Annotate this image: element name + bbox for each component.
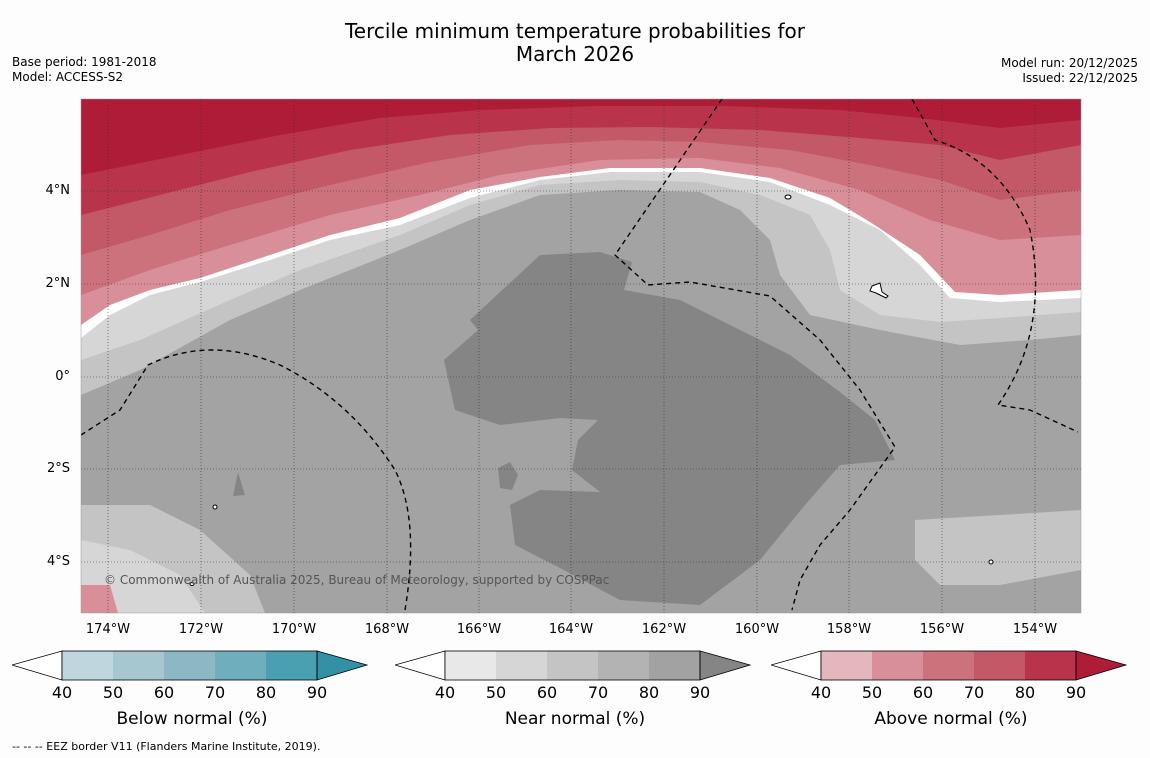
above-normal-tick-label: 50 [861, 683, 883, 702]
near-normal-colorbar-frame [444, 650, 701, 681]
near-normal-tick-label: 40 [434, 683, 456, 702]
above-normal-colorbar-frame [820, 650, 1077, 681]
near-normal-color-segment [547, 651, 598, 680]
near-normal-80-spot [233, 472, 245, 496]
below-normal-color-under [12, 650, 63, 681]
near-normal-tick-label: 70 [587, 683, 609, 702]
lat-label-0: 0° [55, 369, 70, 384]
issued-date: Issued: 22/12/2025 [1022, 71, 1138, 85]
above-normal-color-under [771, 650, 822, 681]
eez-footnote: -- -- -- EEZ border V11 (Flanders Marine… [12, 740, 321, 753]
above-normal-tick-label: 60 [912, 683, 934, 702]
near-normal-60-se [915, 510, 1081, 585]
below-normal-tick-label: 80 [255, 683, 277, 702]
probability-map: © Commonwealth of Australia 2025, Bureau… [80, 98, 1082, 614]
near-normal-color-segment [598, 651, 649, 680]
above-normal-tick-label: 70 [963, 683, 985, 702]
map-title-line2: March 2026 [515, 42, 635, 66]
above-normal-color-segment [1025, 651, 1076, 680]
lon-label: 170°W [271, 622, 317, 637]
lon-label: 168°W [364, 622, 410, 637]
below-normal-color-over [316, 650, 369, 681]
below-normal-color-segment [62, 651, 113, 680]
above-normal-90-band [81, 99, 1081, 175]
below-normal-color-segment [266, 651, 317, 680]
base-period: Base period: 1981-2018 [12, 55, 157, 69]
lat-label-4s: 4°S [46, 554, 70, 569]
above-normal-tick-label: 40 [810, 683, 832, 702]
map-frame [80, 98, 1082, 614]
above-normal-colorbar [771, 650, 1128, 681]
above-normal-color-segment [872, 651, 923, 680]
above-normal-color-segment [923, 651, 974, 680]
above-normal-color-segment [821, 651, 872, 680]
lon-label: 162°W [641, 622, 687, 637]
lon-label: 164°W [548, 622, 594, 637]
near-normal-color-over [699, 650, 752, 681]
below-normal-color-segment [113, 651, 164, 680]
lon-label: 166°W [456, 622, 502, 637]
lat-label-2s: 2°S [46, 461, 70, 476]
near-normal-color-segment [649, 651, 700, 680]
model-name: Model: ACCESS-S2 [12, 70, 124, 84]
above-normal-tick-label: 90 [1065, 683, 1087, 702]
near-normal-tick-label: 90 [689, 683, 711, 702]
below-normal-colorbar-frame [61, 650, 318, 681]
above-normal-80-band [81, 99, 1081, 215]
lat-label-4n: 4°N [45, 183, 71, 198]
lon-label: 172°W [178, 622, 224, 637]
below-normal-colorbar-label: Below normal (%) [116, 709, 268, 729]
lat-label-2n: 2°N [45, 276, 71, 291]
above-normal-colorbar-label: Above normal (%) [874, 709, 1028, 729]
near-normal-colorbar-label: Near normal (%) [504, 709, 646, 729]
model-run: Model run: 20/12/2025 [1000, 56, 1138, 70]
near-normal-80-region [444, 252, 895, 605]
below-normal-color-segment [215, 651, 266, 680]
lon-label: 158°W [826, 622, 872, 637]
above-normal-color-segment [974, 651, 1025, 680]
near-normal-tick-label: 80 [638, 683, 660, 702]
near-normal-color-under [395, 650, 446, 681]
lon-label: 154°W [1012, 622, 1058, 637]
lon-label: 160°W [734, 622, 780, 637]
above-normal-50-sw [81, 585, 118, 613]
near-normal-colorbar [395, 650, 752, 681]
near-normal-tick-label: 50 [485, 683, 507, 702]
copyright-notice: © Commonwealth of Australia 2025, Bureau… [104, 573, 609, 587]
above-normal-color-over [1075, 650, 1128, 681]
below-normal-tick-label: 70 [204, 683, 226, 702]
below-normal-color-segment [164, 651, 215, 680]
islands [189, 194, 994, 586]
below-normal-tick-label: 40 [51, 683, 73, 702]
below-normal-tick-label: 50 [102, 683, 124, 702]
near-normal-tick-label: 60 [536, 683, 558, 702]
map-title-line1: Tercile minimum temperature probabilitie… [344, 19, 806, 43]
below-normal-tick-label: 60 [153, 683, 175, 702]
eez-borders [81, 99, 1079, 611]
lon-label: 174°W [85, 622, 131, 637]
above-normal-tick-label: 80 [1014, 683, 1036, 702]
below-normal-tick-label: 90 [306, 683, 328, 702]
near-normal-color-segment [496, 651, 547, 680]
near-normal-color-segment [445, 651, 496, 680]
below-normal-colorbar [12, 650, 369, 681]
lon-label: 156°W [919, 622, 965, 637]
